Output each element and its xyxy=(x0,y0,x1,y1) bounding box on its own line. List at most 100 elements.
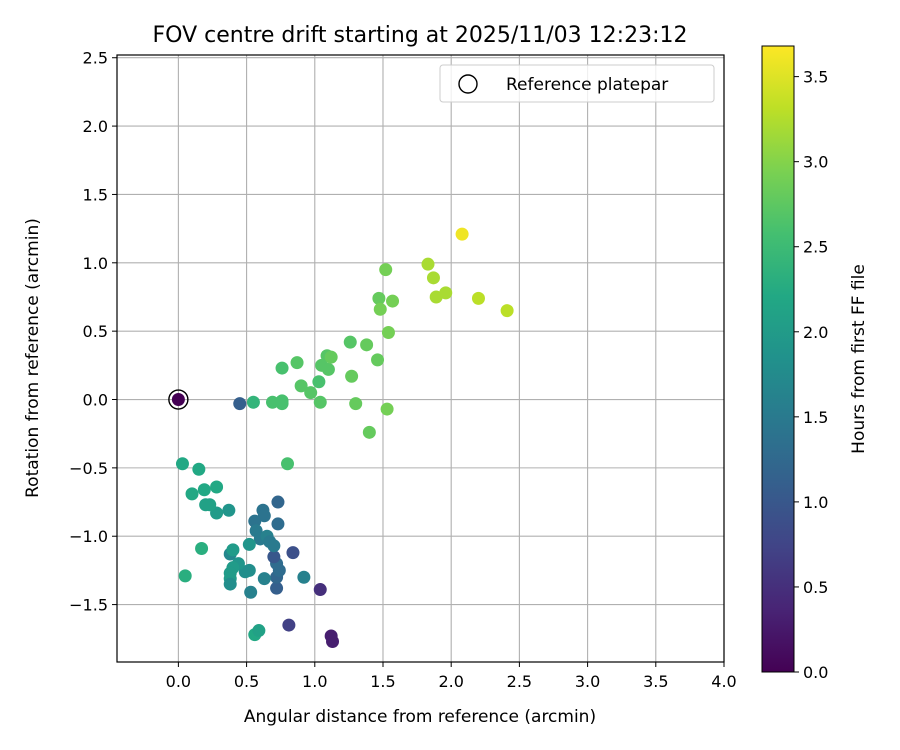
data-point xyxy=(313,583,327,597)
data-point xyxy=(267,550,281,564)
data-point xyxy=(371,353,385,367)
data-point xyxy=(275,394,289,408)
data-point xyxy=(275,361,289,375)
data-point xyxy=(246,395,260,409)
data-point xyxy=(222,503,236,517)
reference-point xyxy=(171,393,185,407)
data-point xyxy=(270,581,284,595)
data-point xyxy=(321,362,335,376)
colorbar-tick-label: 3.0 xyxy=(803,153,828,172)
colorbar-tick-label: 1.0 xyxy=(803,493,828,512)
data-point xyxy=(471,291,485,305)
y-axis-ticks: −1.5 −1.0 −0.5 0.0 0.5 1.0 1.5 2.0 2.5 xyxy=(69,49,117,615)
data-point xyxy=(343,335,357,349)
x-tick-label: 1.0 xyxy=(302,672,327,691)
data-point xyxy=(345,369,359,383)
grid-lines xyxy=(117,55,725,662)
colorbar-tick-label: 2.0 xyxy=(803,323,828,342)
data-point xyxy=(248,514,262,528)
x-tick-label: 3.5 xyxy=(643,672,668,691)
data-point xyxy=(257,509,271,523)
data-point xyxy=(297,570,311,584)
data-point xyxy=(379,263,393,277)
data-point xyxy=(381,326,395,340)
data-point xyxy=(281,457,295,471)
x-axis-ticks: 0.0 0.5 1.0 1.5 2.0 2.5 3.0 3.5 4.0 xyxy=(166,662,737,691)
data-point xyxy=(267,539,281,553)
colorbar-tick-label: 1.5 xyxy=(803,408,828,427)
colorbar-label: Hours from first FF file xyxy=(849,264,869,454)
data-point xyxy=(266,395,280,409)
y-tick-label: 0.5 xyxy=(83,322,108,341)
colorbar-tick-label: 0.5 xyxy=(803,578,828,597)
data-point xyxy=(178,569,192,583)
data-points xyxy=(175,227,514,648)
data-point xyxy=(313,395,327,409)
data-point xyxy=(455,227,469,241)
y-tick-label: 1.5 xyxy=(83,185,108,204)
x-tick-label: 3.0 xyxy=(575,672,600,691)
data-point xyxy=(223,577,237,591)
data-point xyxy=(421,257,435,271)
data-point xyxy=(290,356,304,370)
data-point xyxy=(271,517,285,531)
data-point xyxy=(360,338,374,352)
data-point xyxy=(380,402,394,416)
data-point xyxy=(195,542,209,556)
data-point xyxy=(373,302,387,316)
colorbar: 0.0 0.5 1.0 1.5 2.0 2.5 3.0 3.5 Hours from firs… xyxy=(761,45,869,682)
x-tick-label: 2.0 xyxy=(438,672,463,691)
colorbar-tick-label: 2.5 xyxy=(803,238,828,257)
data-point xyxy=(286,546,300,560)
y-tick-label: −0.5 xyxy=(69,459,108,478)
data-point xyxy=(210,480,224,494)
y-tick-label: 0.0 xyxy=(83,391,108,410)
y-tick-label: −1.5 xyxy=(69,596,108,615)
y-tick-label: 2.0 xyxy=(83,117,108,136)
legend: Reference platepar xyxy=(439,64,715,103)
data-point xyxy=(362,425,376,439)
data-point xyxy=(282,618,296,632)
data-point xyxy=(500,304,514,318)
data-point xyxy=(294,379,308,393)
data-point xyxy=(271,495,285,509)
data-point xyxy=(226,543,240,557)
data-point xyxy=(242,563,256,577)
data-point xyxy=(439,286,453,300)
x-tick-label: 2.5 xyxy=(507,672,532,691)
data-point xyxy=(199,498,213,512)
x-axis-label: Angular distance from reference (arcmin) xyxy=(244,707,596,727)
colorbar-tick-label: 0.0 xyxy=(803,663,828,682)
legend-marker-icon xyxy=(458,74,478,94)
data-point xyxy=(257,572,271,586)
y-axis-label: Rotation from reference (arcmin) xyxy=(23,218,43,498)
legend-entry-label: Reference platepar xyxy=(506,75,668,95)
x-tick-label: 4.0 xyxy=(711,672,736,691)
y-tick-label: 2.5 xyxy=(83,49,108,68)
data-point xyxy=(324,629,338,643)
x-tick-label: 0.0 xyxy=(166,672,191,691)
colorbar-tick-label: 3.5 xyxy=(803,68,828,87)
data-point xyxy=(312,375,326,389)
data-point xyxy=(252,624,266,638)
colorbar-ticks: 0.0 0.5 1.0 1.5 2.0 2.5 3.0 3.5 xyxy=(794,68,828,682)
data-point xyxy=(175,457,189,471)
data-point xyxy=(244,585,258,599)
legend-box xyxy=(439,64,715,103)
data-point xyxy=(233,397,247,411)
y-tick-label: 1.0 xyxy=(83,254,108,273)
data-point xyxy=(349,397,363,411)
data-point xyxy=(426,271,440,285)
data-point xyxy=(197,483,211,497)
data-point xyxy=(304,386,318,400)
data-point xyxy=(185,487,199,501)
y-tick-label: −1.0 xyxy=(69,527,108,546)
colorbar-gradient xyxy=(761,45,795,673)
data-point xyxy=(386,294,400,308)
data-point xyxy=(192,462,206,476)
x-tick-label: 0.5 xyxy=(234,672,259,691)
plot-frame xyxy=(116,54,725,663)
data-point xyxy=(324,350,338,364)
x-tick-label: 1.5 xyxy=(370,672,395,691)
